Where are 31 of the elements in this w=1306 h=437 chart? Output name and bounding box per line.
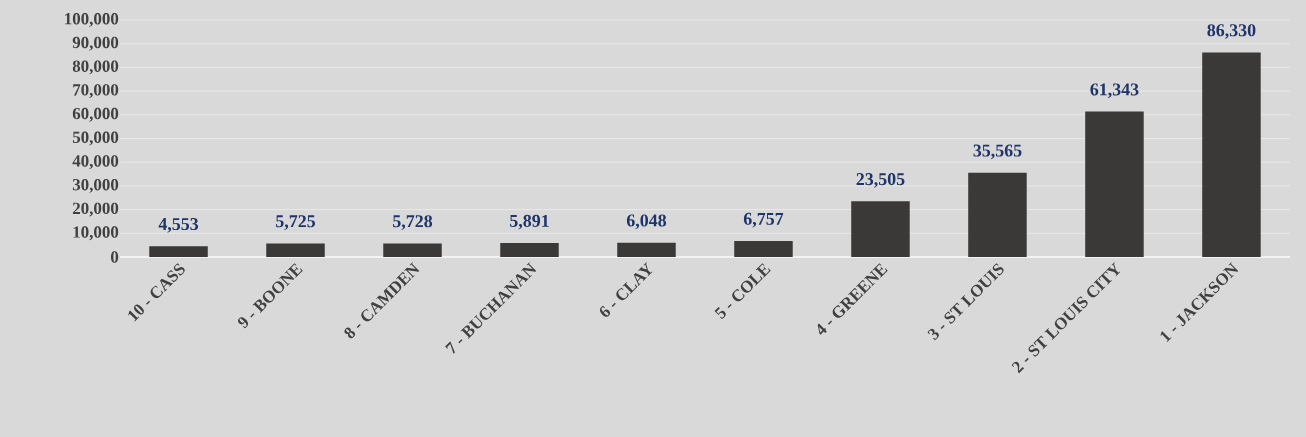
data-label: 6,757 [743,212,784,228]
bar [1202,52,1261,257]
y-tick-label: 40,000 [72,155,119,170]
y-tick-label: 30,000 [72,178,119,193]
y-tick-label: 0 [110,251,119,263]
data-label: 5,725 [276,215,316,230]
bar [968,172,1027,257]
bar [500,243,559,257]
y-tick-label: 80,000 [72,60,119,75]
data-label: 5,891 [510,214,549,230]
data-label: 35,565 [973,144,1022,160]
bar [734,240,793,257]
y-tick-label: 10,000 [73,226,119,241]
y-tick-label: 90,000 [72,36,119,51]
y-tick-label: 20,000 [72,202,119,217]
y-tick-label: 50,000 [72,131,119,146]
bar [851,201,910,257]
bar [383,243,442,257]
bar [266,243,325,257]
data-label: 4,553 [158,218,199,233]
bar [1085,111,1144,257]
bar [149,246,208,257]
data-label: 61,343 [1090,83,1139,99]
y-tick-label: 60,000 [72,107,119,122]
y-tick-label: 70,000 [73,84,119,99]
data-label: 86,330 [1207,24,1256,39]
data-label: 6,048 [626,214,667,230]
bar [617,242,676,257]
y-tick-label: 100,000 [65,13,119,27]
data-label: 5,728 [393,215,433,230]
data-label: 23,505 [856,173,905,188]
